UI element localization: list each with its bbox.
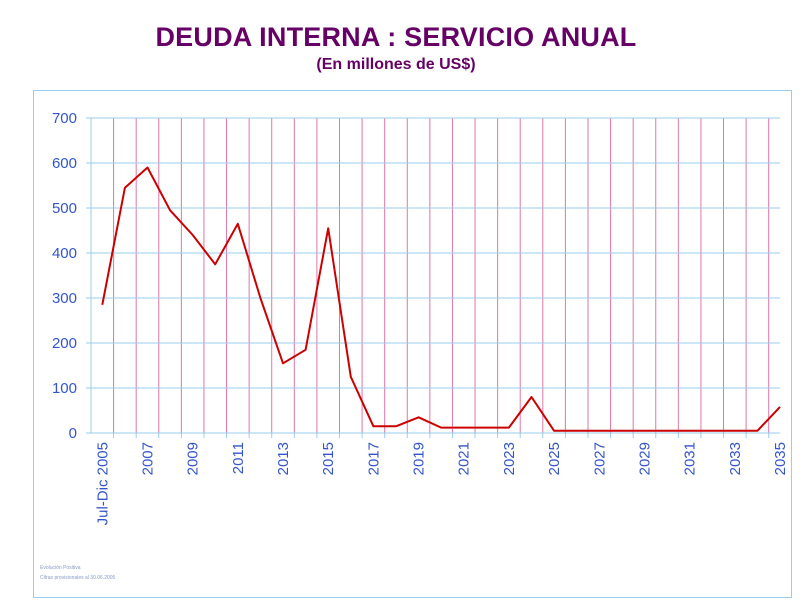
footnote-2: Cifras provisionales al 30.06.2005 [40,575,116,581]
plot-frame [33,90,792,598]
axes [86,117,780,438]
x-tick-label: 2033 [727,442,744,475]
x-tick-label: 2021 [456,442,473,475]
series-group [101,166,781,432]
footnote-1: Evolución Positiva [40,565,81,571]
y-tick-label: 600 [52,155,77,172]
x-tick-label: 2009 [185,442,202,475]
series-line [101,166,781,432]
chart-subtitle: (En millones de US$) [316,56,476,73]
y-tick-label: 300 [52,290,77,307]
x-tick-label: 2035 [772,442,789,475]
y-tick-label: 100 [52,380,77,397]
x-tick-label: 2025 [546,442,563,475]
y-tick-label: 400 [52,245,77,262]
x-tick-label: 2027 [591,442,608,475]
x-tick-label: 2023 [501,442,518,475]
y-tick-label: 0 [69,425,77,442]
x-tick-label: 2029 [636,442,653,475]
x-tick-label: 2031 [682,442,699,475]
x-tick-labels: Jul-Dic 2005 2007 2009 2011 2013 2015 2017 2019… [94,442,789,525]
y-tick-labels: 0 100 200 300 400 500 600 700 [52,110,77,442]
x-tick-label: 2017 [365,442,382,475]
horizontal-gridlines [91,117,780,389]
vertical-gridlines [113,118,770,433]
y-tick-label: 200 [52,335,77,352]
y-tick-label: 500 [52,200,77,217]
x-tick-label: Jul-Dic 2005 [94,442,111,525]
x-tick-label: 2019 [411,442,428,475]
chart-title: DEUDA INTERNA : SERVICIO ANUAL [155,22,637,52]
x-tick-label: 2015 [320,442,337,475]
x-tick-label: 2013 [275,442,292,475]
x-tick-label: 2011 [230,442,247,474]
x-tick-label: 2007 [139,442,156,475]
y-tick-label: 700 [52,110,77,127]
